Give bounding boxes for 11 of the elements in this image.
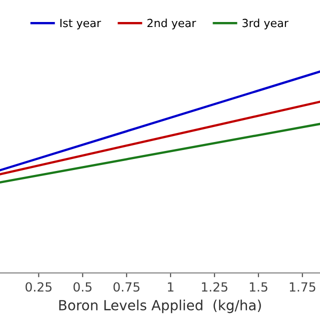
legend-label: 2nd year — [147, 18, 196, 30]
legend-label: Ist year — [60, 18, 102, 30]
x-tick-label: 0.5 — [74, 282, 92, 292]
x-tick-label: 1.5 — [250, 282, 268, 292]
x-tick-label: 1 — [168, 282, 174, 292]
x-axis-title: Boron Levels Applied (kg/ha) — [59, 300, 261, 314]
x-tick-label: 1.75 — [290, 282, 316, 292]
x-tick-label: 1.25 — [202, 282, 228, 292]
legend-label: 3rd year — [242, 18, 288, 30]
x-tick-label: 0.25 — [26, 282, 52, 292]
x-tick-label: 0.75 — [114, 282, 140, 292]
